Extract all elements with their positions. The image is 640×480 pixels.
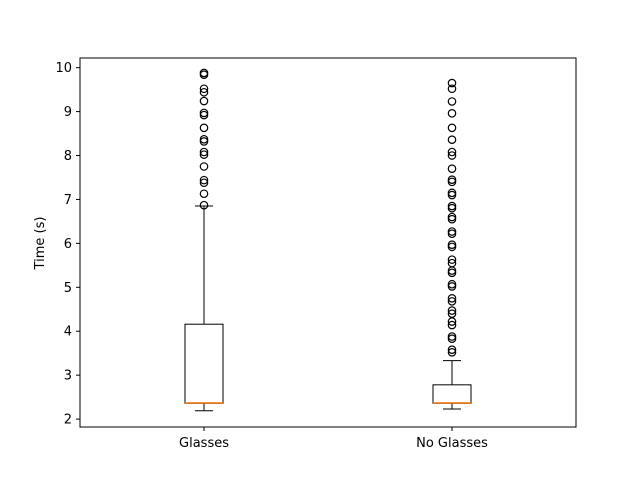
outlier-point (447, 97, 457, 106)
outlier-point (447, 78, 457, 88)
outlier-point (447, 242, 457, 252)
outlier-point (447, 212, 457, 222)
y-tick-label: 3 (64, 369, 72, 384)
y-tick-label: 2 (64, 413, 72, 428)
outlier-point (447, 164, 457, 174)
outlier-point (199, 87, 209, 97)
outlier-point (447, 258, 457, 268)
outlier-point (199, 134, 209, 144)
outlier-point (447, 282, 457, 291)
outlier-point (447, 293, 457, 303)
y-tick-label: 8 (64, 149, 72, 164)
y-tick-label: 10 (55, 61, 72, 76)
outlier-point (447, 279, 457, 289)
outlier-point (447, 345, 457, 354)
outlier-point (447, 109, 457, 118)
outlier-point (199, 189, 209, 199)
plot-area (79, 57, 577, 428)
outlier-point (199, 137, 209, 146)
y-tick-label: 5 (64, 281, 72, 296)
outlier-point (199, 200, 209, 210)
outlier-point (447, 334, 457, 344)
outlier-point (447, 147, 457, 157)
outlier-point (447, 320, 457, 330)
box-glasses (184, 68, 224, 412)
y-tick-label: 7 (64, 193, 72, 208)
outlier-point (447, 229, 457, 239)
outlier-point (447, 151, 457, 160)
x-axis: Glasses No Glasses (179, 427, 488, 451)
outlier-point (447, 123, 457, 133)
outlier-point (199, 84, 209, 94)
outlier-point (447, 240, 457, 249)
outlier-point (447, 227, 457, 236)
outlier-point (447, 306, 457, 315)
outlier-point (199, 123, 209, 133)
outlier-point (199, 150, 209, 159)
outlier-point (447, 332, 457, 341)
outlier-point (199, 162, 209, 171)
outlier-point (199, 175, 209, 185)
outlier-point (447, 255, 457, 264)
y-tick-label: 9 (64, 105, 72, 120)
outlier-point (447, 309, 457, 318)
outlier-point (447, 175, 457, 184)
outlier-point (199, 108, 209, 118)
x-tick-label: Glasses (179, 436, 229, 451)
outlier-point (447, 135, 457, 145)
x-tick-label: No Glasses (416, 436, 488, 451)
outlier-point (447, 84, 457, 94)
outlier-point (447, 201, 457, 211)
outlier-point (199, 110, 209, 120)
y-axis: 2 3 4 5 6 7 8 9 10 (55, 61, 80, 428)
outlier-point (199, 96, 209, 106)
box-no-glasses (432, 78, 472, 410)
outlier-point (199, 178, 209, 188)
y-axis-label: Time (s) (33, 217, 48, 271)
outlier-point (447, 348, 457, 357)
y-tick-label: 4 (64, 325, 72, 340)
outlier-point (447, 214, 457, 224)
outlier-point (199, 147, 209, 157)
outlier-point (447, 203, 457, 213)
boxes-group (184, 68, 472, 412)
outlier-point (447, 297, 457, 306)
outlier-point (447, 268, 457, 278)
outlier-point (199, 68, 209, 78)
outlier-point (447, 188, 457, 198)
outlier-point (447, 177, 457, 187)
outlier-point (447, 190, 457, 200)
y-tick-label: 6 (64, 237, 72, 252)
